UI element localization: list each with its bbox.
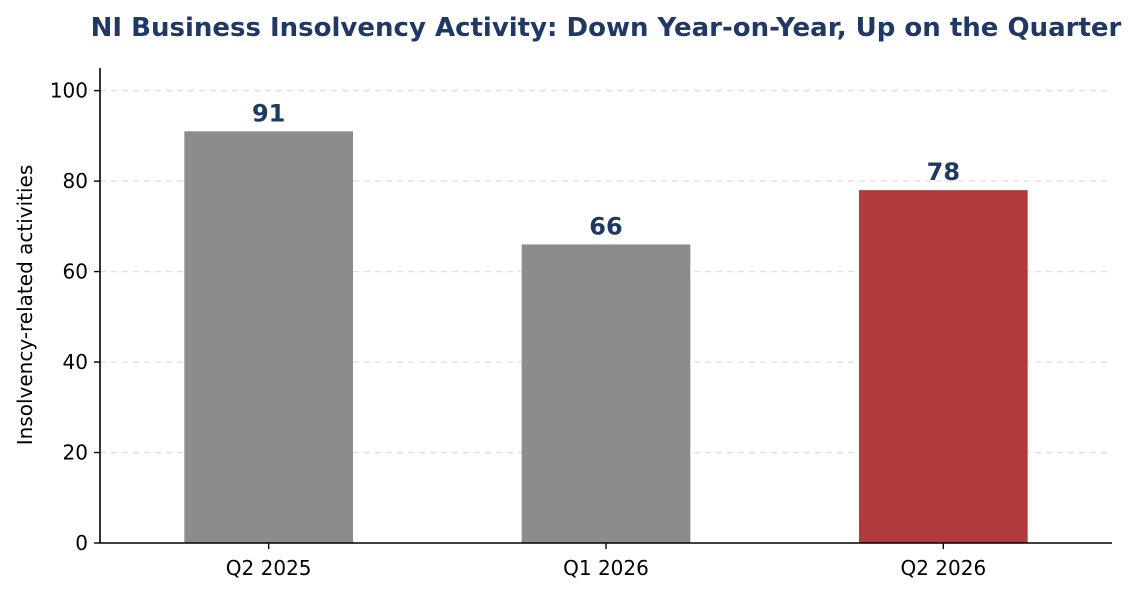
y-tick-label: 20	[63, 441, 88, 465]
bar	[521, 244, 691, 543]
x-axis-ticks: Q2 2025 Q1 2026 Q2 2026	[226, 543, 986, 580]
y-tick-label: 0	[75, 531, 88, 555]
y-tick-label: 80	[63, 169, 88, 193]
y-axis-ticks: 0 20 40 60 80 100	[50, 79, 100, 555]
y-tick-label: 60	[63, 260, 88, 284]
x-tick-label: Q1 2026	[563, 556, 649, 580]
y-tick-label: 100	[50, 79, 88, 103]
bar	[859, 190, 1028, 543]
data-labels: 91 66 78	[252, 99, 960, 240]
y-tick-label: 40	[63, 350, 88, 374]
x-tick-label: Q2 2025	[226, 556, 312, 580]
data-label: 66	[589, 212, 622, 240]
y-axis-label: Insolvency-related activities	[13, 165, 37, 446]
x-tick-label: Q2 2026	[900, 556, 986, 580]
data-label: 78	[927, 158, 960, 186]
bars	[184, 131, 1028, 544]
chart-title: NI Business Insolvency Activity: Down Ye…	[91, 13, 1122, 43]
data-label: 91	[252, 99, 285, 127]
bar	[184, 131, 353, 544]
